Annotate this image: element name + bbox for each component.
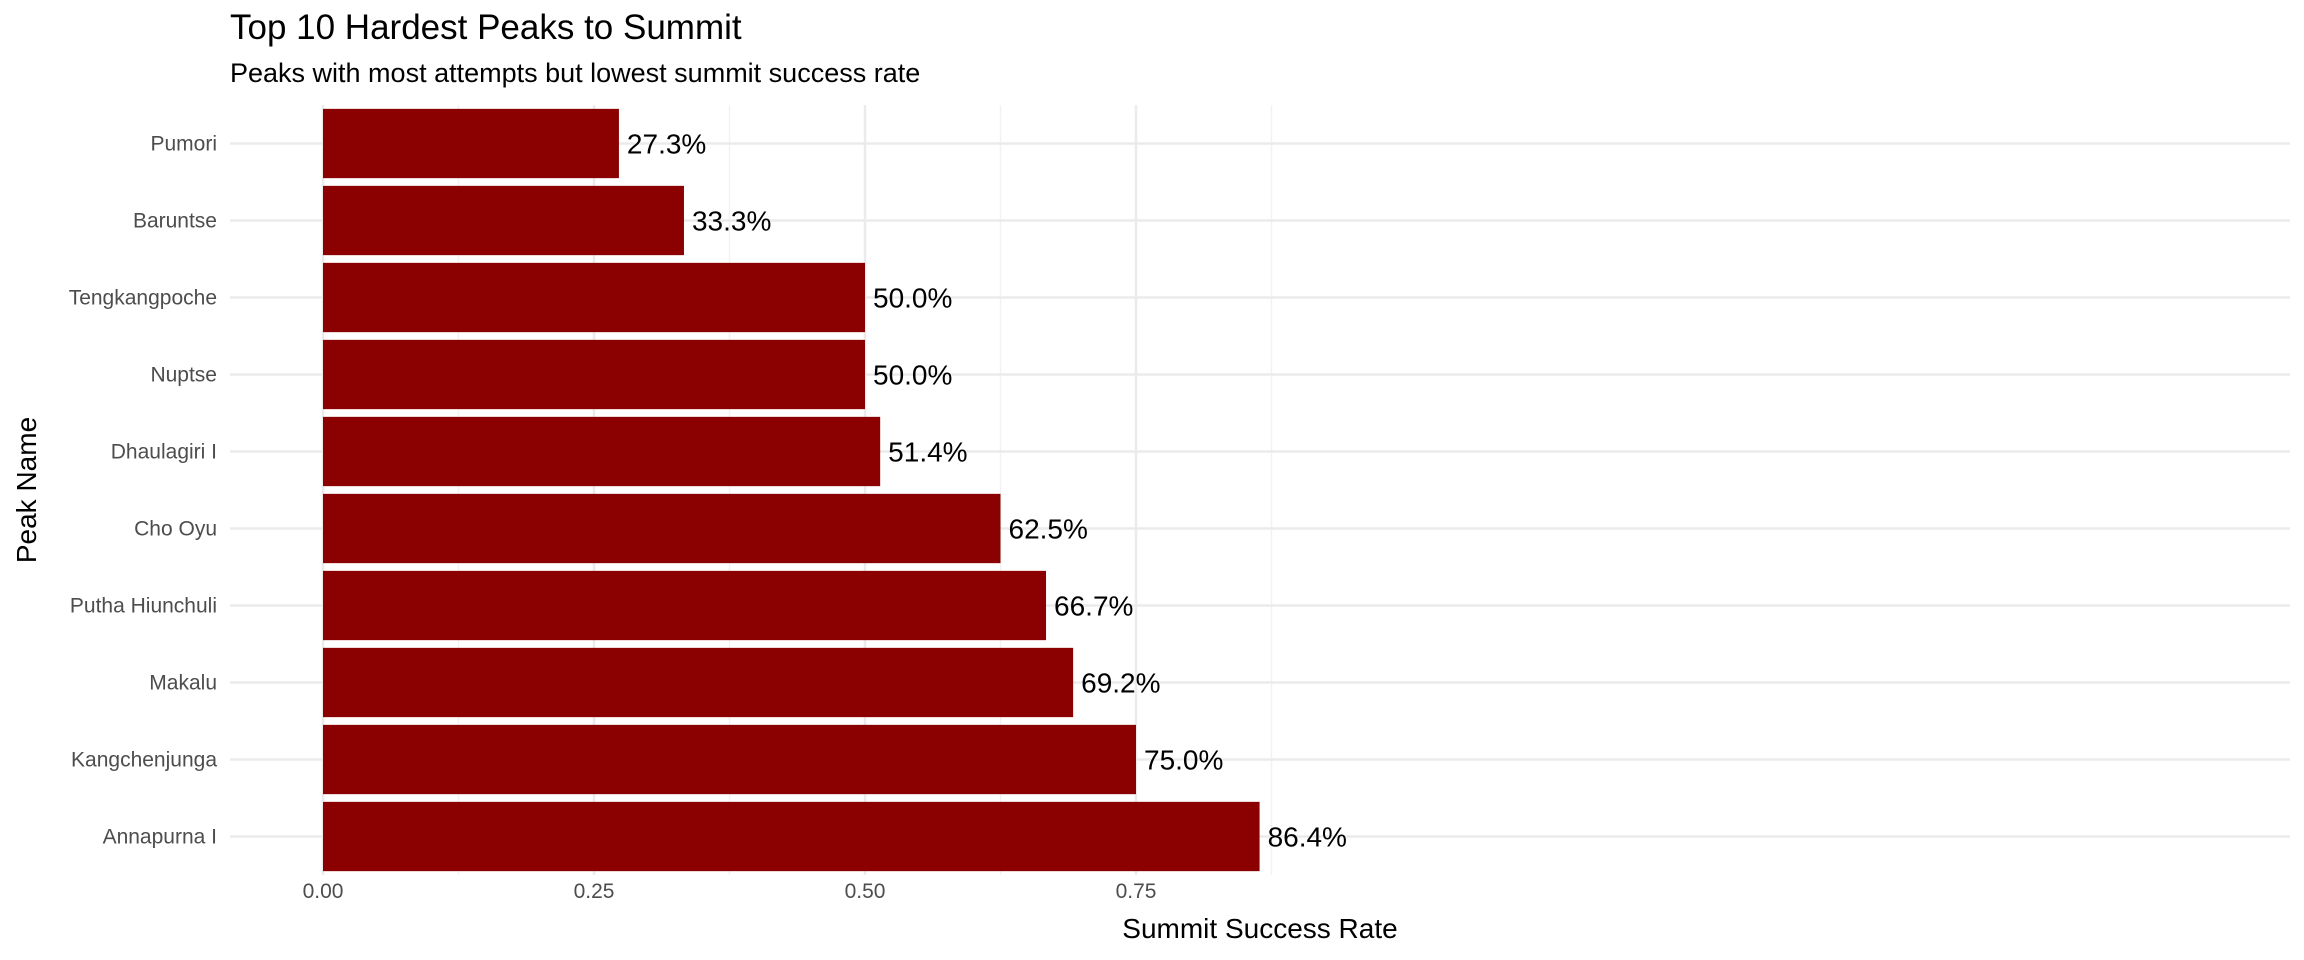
bar bbox=[323, 647, 1074, 718]
x-tick-label: 0.00 bbox=[303, 880, 344, 903]
data-label: 33.3% bbox=[692, 206, 771, 237]
bar bbox=[323, 724, 1136, 795]
y-tick-label: Nuptse bbox=[150, 364, 217, 387]
y-axis-title: Peak Name bbox=[11, 417, 42, 563]
y-tick-label: Baruntse bbox=[133, 210, 217, 233]
bar bbox=[323, 416, 881, 487]
bar bbox=[323, 493, 1001, 564]
bar bbox=[323, 262, 865, 333]
data-label: 75.0% bbox=[1144, 745, 1223, 776]
bar bbox=[323, 185, 684, 256]
bar bbox=[323, 801, 1260, 872]
y-tick-label: Putha Hiunchuli bbox=[70, 595, 217, 618]
x-tick-label: 0.25 bbox=[574, 880, 615, 903]
data-label: 69.2% bbox=[1081, 668, 1160, 699]
x-tick-label: 0.50 bbox=[845, 880, 886, 903]
y-tick-label: Tengkangpoche bbox=[69, 287, 217, 310]
y-tick-label: Kangchenjunga bbox=[71, 749, 217, 772]
y-tick-label: Cho Oyu bbox=[134, 518, 217, 541]
bar bbox=[323, 108, 619, 179]
data-label: 50.0% bbox=[873, 283, 952, 314]
data-label: 27.3% bbox=[627, 129, 706, 160]
data-label: 50.0% bbox=[873, 360, 952, 391]
data-label: 51.4% bbox=[888, 437, 967, 468]
data-label: 86.4% bbox=[1268, 822, 1347, 853]
data-label: 66.7% bbox=[1054, 591, 1133, 622]
y-tick-label: Dhaulagiri I bbox=[111, 441, 217, 464]
y-tick-label: Pumori bbox=[150, 133, 217, 156]
x-axis-title: Summit Success Rate bbox=[1122, 913, 1397, 944]
y-tick-label: Annapurna I bbox=[103, 826, 217, 849]
chart-subtitle: Peaks with most attempts but lowest summ… bbox=[230, 58, 921, 88]
chart-title: Top 10 Hardest Peaks to Summit bbox=[230, 8, 742, 47]
bar bbox=[323, 570, 1047, 641]
data-label: 62.5% bbox=[1009, 514, 1088, 545]
bar bbox=[323, 339, 865, 410]
x-tick-label: 0.75 bbox=[1116, 880, 1157, 903]
y-tick-label: Makalu bbox=[149, 672, 217, 695]
